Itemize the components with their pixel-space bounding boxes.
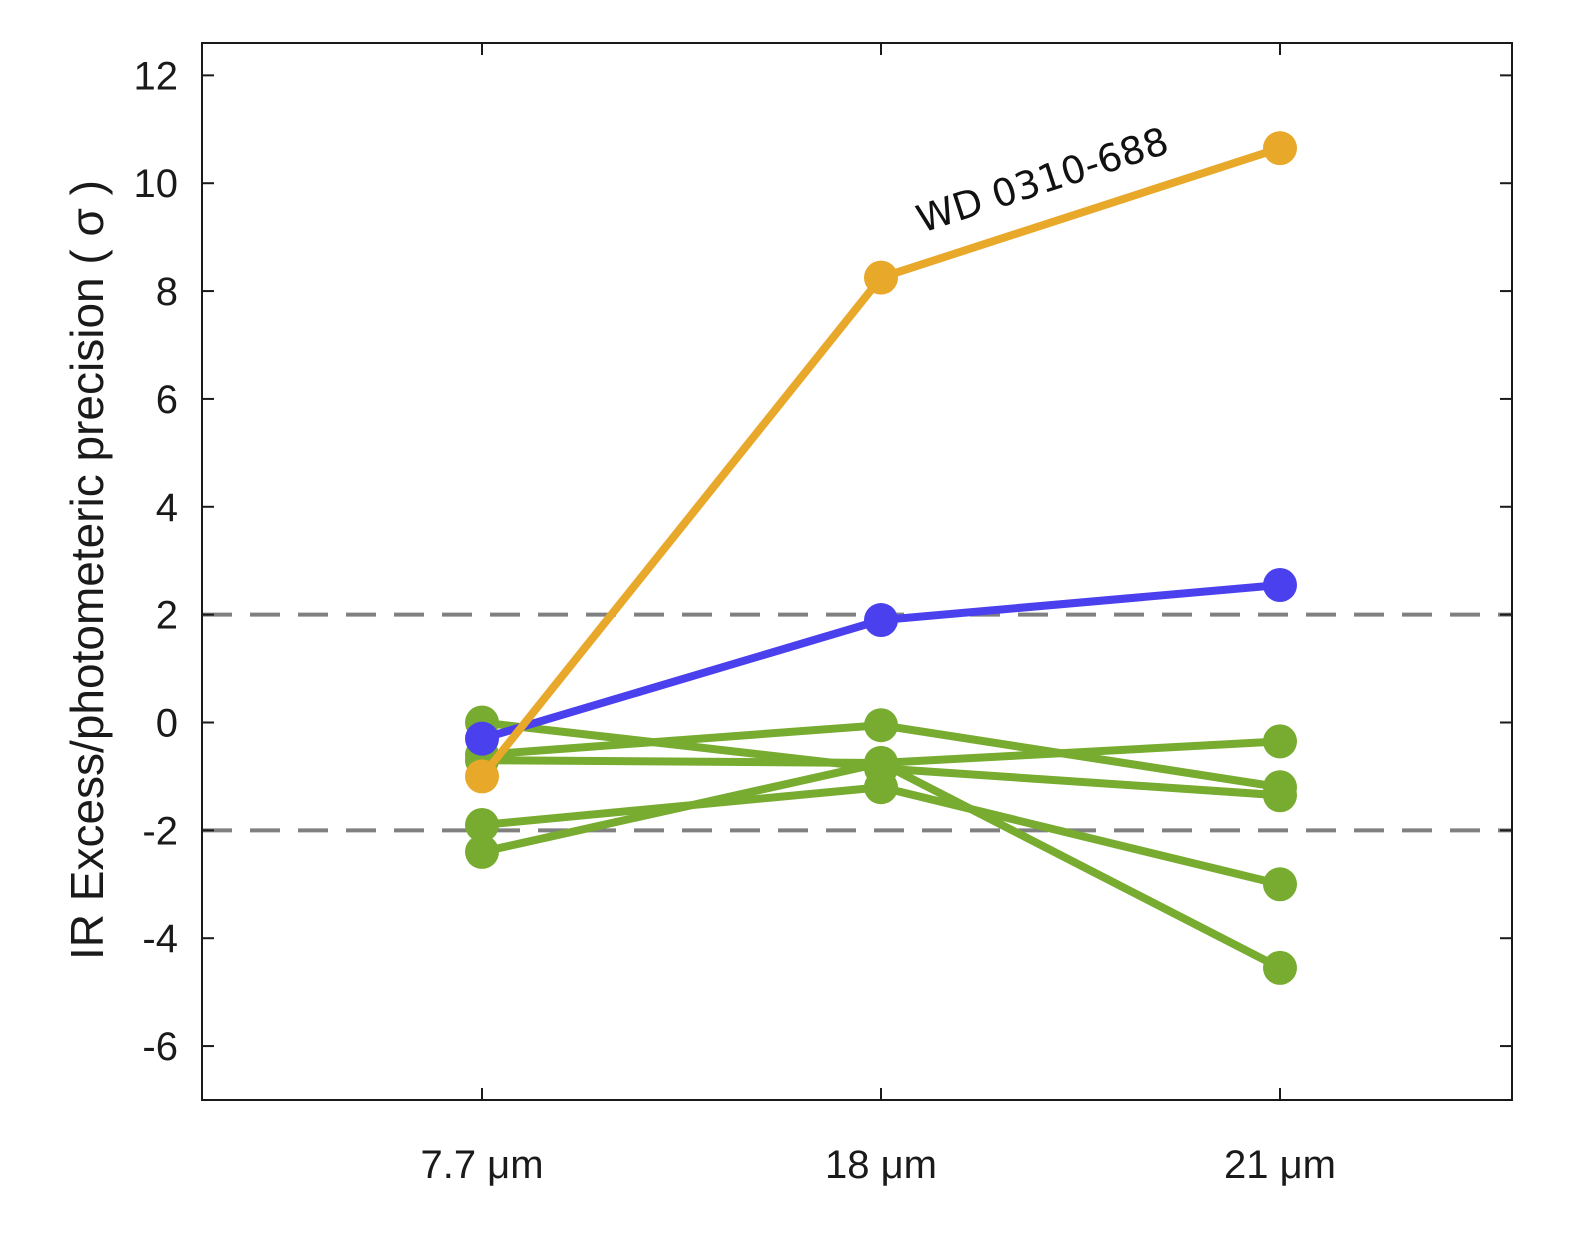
- data-point: [864, 770, 898, 805]
- data-point: [1263, 950, 1297, 985]
- x-tick-label: 7.7 μm: [420, 1143, 543, 1187]
- data-point: [465, 721, 499, 756]
- y-tick-label: 2: [156, 594, 178, 638]
- data-point: [1263, 770, 1297, 805]
- y-tick-label: 0: [156, 702, 178, 746]
- data-point: [864, 260, 898, 295]
- data-point: [1263, 867, 1297, 902]
- series-wd-0310-688: [465, 131, 1297, 794]
- plot-frame: [201, 42, 1513, 1101]
- data-point: [864, 603, 898, 638]
- y-tick-label: 12: [134, 54, 179, 98]
- reference-lines: [202, 612, 1512, 833]
- series-layer: [465, 131, 1297, 985]
- y-tick-label: 10: [134, 162, 179, 206]
- data-point: [465, 759, 499, 794]
- y-tick-label: -4: [142, 917, 178, 961]
- data-point: [465, 834, 499, 869]
- y-axis-title: IR Excess/photometeric precision ( σ ): [61, 180, 113, 960]
- y-tick-label: 6: [156, 378, 178, 422]
- y-tick-label: -2: [142, 809, 178, 853]
- x-tick-label: 18 μm: [825, 1143, 937, 1187]
- series-green-5: [465, 745, 1297, 985]
- y-tick-label: 4: [156, 486, 178, 530]
- data-point: [1263, 724, 1297, 759]
- data-point: [1263, 567, 1297, 602]
- axis-ticks: 12 10 8 6 4 2 0 -2 -4 -6 7.7 μm 18 μm 21 μm: [134, 43, 1512, 1187]
- series-line: [478, 144, 1282, 779]
- data-point: [465, 807, 499, 842]
- series-blue: [465, 567, 1297, 756]
- y-tick-label: -6: [142, 1025, 178, 1069]
- x-tick-label: 21 μm: [1224, 1143, 1336, 1187]
- data-point: [864, 708, 898, 743]
- data-point: [864, 745, 898, 780]
- data-point: [1263, 131, 1297, 166]
- series-green-4: [465, 770, 1297, 902]
- y-tick-label: 8: [156, 270, 178, 314]
